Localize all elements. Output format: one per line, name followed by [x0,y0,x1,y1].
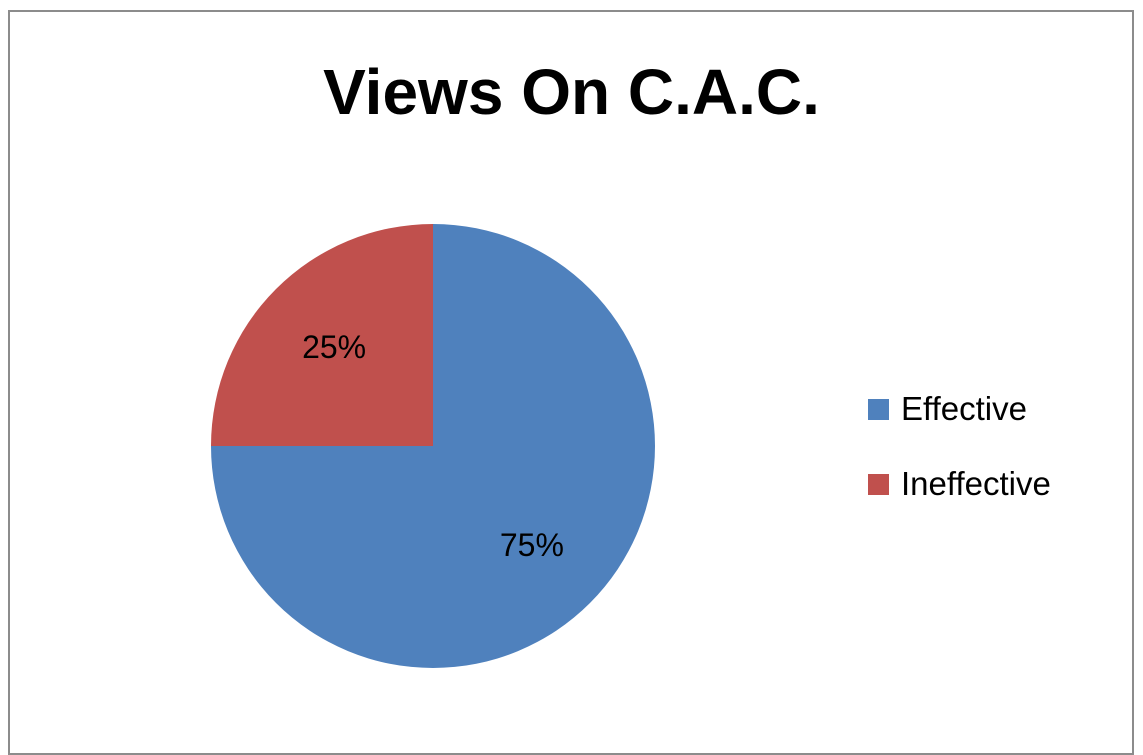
chart-title: Views On C.A.C. [323,56,820,128]
pie-slice-ineffective [211,224,433,446]
legend-item-ineffective: Ineffective [868,465,1051,503]
legend-item-effective: Effective [868,390,1027,428]
legend-label: Effective [901,390,1027,427]
data-label: 25% [302,329,366,365]
legend-swatch [868,398,889,420]
legend-swatch [868,473,889,495]
data-label: 75% [500,527,564,563]
legend-label: Ineffective [901,465,1051,502]
